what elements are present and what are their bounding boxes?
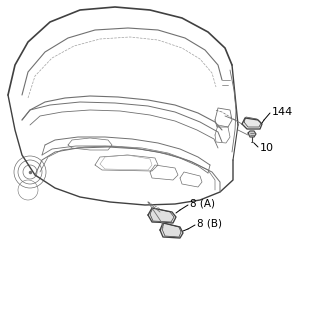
Polygon shape	[248, 121, 256, 128]
Polygon shape	[148, 208, 176, 223]
Text: 144: 144	[272, 107, 293, 117]
Text: 10: 10	[260, 143, 274, 153]
Polygon shape	[154, 211, 158, 216]
Polygon shape	[164, 213, 168, 218]
Polygon shape	[242, 118, 262, 129]
Polygon shape	[159, 212, 163, 217]
Text: 8 (B): 8 (B)	[197, 219, 222, 229]
Polygon shape	[167, 226, 174, 234]
Polygon shape	[160, 223, 183, 238]
Polygon shape	[248, 131, 256, 137]
Text: 8 (A): 8 (A)	[190, 199, 215, 209]
